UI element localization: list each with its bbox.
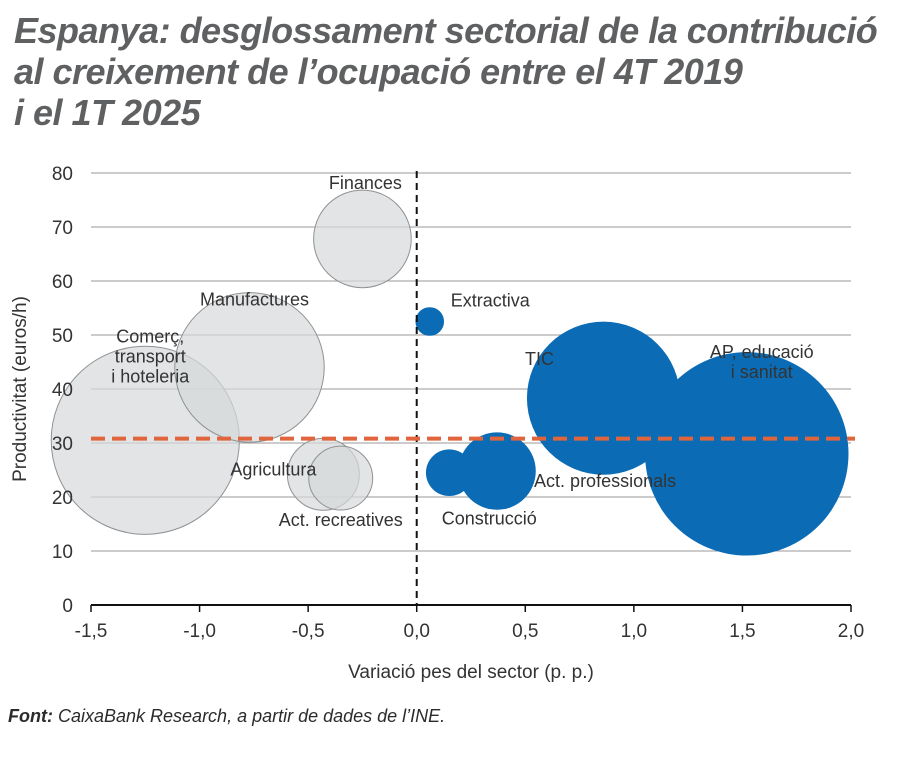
bubble-label-finances: Finances [329,173,402,193]
bubble-tic [526,321,680,475]
bubble-labels: Finances Manufactures Comerç, transport i ho… [111,173,813,530]
chart-title: Espanya: desglossament sectorial de la c… [14,10,884,133]
y-tick-label-60: 60 [52,272,73,293]
y-tick-label-50: 50 [52,326,73,347]
axes: 0 10 20 30 40 50 60 70 80 -1,5 -1,0 -0,5 0,0 0,5 1,0 1,… [52,164,864,642]
source-note: Font: CaixaBank Research, a partir de da… [8,706,445,727]
y-axis-label: Productivitat (euros/h) [10,296,31,482]
x-axis-label: Variació pes del sector (p. p.) [348,662,594,683]
bubble-label-line: Manufactures [200,289,309,309]
bubble-label-line: transport [115,346,186,366]
bubble-label-act-professionals: Act. professionals [534,471,676,491]
bubble-label-construcci-: Construcció [442,509,537,529]
x-tick-label-1: -1,0 [183,621,216,642]
bubble-label-line: Construcció [442,509,537,529]
bubble-label-line: i sanitat [731,362,793,382]
x-tick-label-0: -1,5 [75,621,108,642]
reference-lines [91,171,855,605]
bubble-label-line: Act. professionals [534,471,676,491]
bubble-label-line: AP, educació [710,342,814,362]
bubble-label-agricultura: Agricultura [230,459,317,479]
bubble-label-comer-transport-i-hoteleria: Comerç, transport i hoteleria [111,326,190,386]
x-tick-label-3: 0,0 [404,621,430,642]
title-line-1: Espanya: desglossament sectorial de la c… [14,10,878,51]
x-tick-label-4: 0,5 [512,621,538,642]
y-tick-label-20: 20 [52,488,73,509]
bubble-label-ap-educaci-i-sanitat: AP, educació i sanitat [710,342,814,382]
bubble-label-line: TIC [525,349,554,369]
y-tick-label-30: 30 [52,434,73,455]
y-tick-label-70: 70 [52,218,73,239]
source-label: Font: [8,706,53,726]
y-tick-label-10: 10 [52,542,73,563]
x-tick-label-6: 1,5 [729,621,755,642]
bubble-ap-educaci-i-sanitat [645,352,849,556]
title-line-3: i el 1T 2025 [14,92,201,133]
bubble-act-professionals [458,432,536,510]
bubble-label-line: Finances [329,173,402,193]
bubble-manufactures [174,292,325,443]
bubble-extractiva [415,307,445,336]
bubble-label-line: Agricultura [230,459,317,479]
bubble-finances [313,189,412,289]
bubble-label-line: Act. recreatives [279,510,403,530]
bubble-label-manufactures: Manufactures [200,289,309,309]
title-line-2: al creixement de l’ocupació entre el 4T … [14,51,743,92]
bubble-label-extractiva: Extractiva [451,291,531,311]
bubble-construcci- [425,449,473,497]
y-tick-label-40: 40 [52,380,73,401]
bubble-label-act-recreatives: Act. recreatives [279,510,403,530]
bubble-act-recreatives [308,445,374,511]
bubble-label-line: i hoteleria [111,366,190,386]
x-tick-label-7: 2,0 [838,621,864,642]
source-text: CaixaBank Research, a partir de dades de… [52,706,446,726]
bubble-label-line: Comerç, [116,326,184,346]
bubble-label-tic: TIC [525,349,554,369]
bubble-chart: 0 10 20 30 40 50 60 70 80 -1,5 -1,0 -0,5 0,0 0,5 1,0 1,… [10,164,864,683]
x-tick-label-5: 1,0 [621,621,647,642]
y-tick-label-80: 80 [52,164,73,185]
x-tick-label-2: -0,5 [292,621,325,642]
bubble-label-line: Extractiva [451,291,531,311]
y-tick-label-0: 0 [62,596,73,617]
